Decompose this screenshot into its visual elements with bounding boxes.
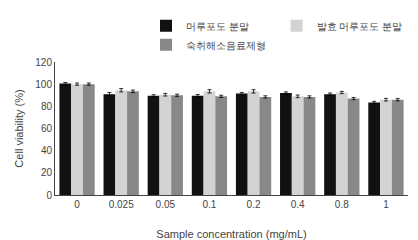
svg-text:0.025: 0.025 [109,199,134,210]
svg-text:100: 100 [35,79,52,90]
svg-text:1: 1 [383,199,389,210]
svg-text:0.05: 0.05 [156,199,176,210]
svg-text:20: 20 [41,167,53,178]
svg-text:0.4: 0.4 [291,199,305,210]
svg-text:80: 80 [41,101,53,112]
svg-text:Cell viability (%): Cell viability (%) [13,89,25,167]
svg-text:0.1: 0.1 [202,199,216,210]
svg-text:60: 60 [41,123,53,134]
svg-text:0: 0 [74,199,80,210]
svg-text:120: 120 [35,57,52,68]
svg-text:0.8: 0.8 [335,199,349,210]
svg-text:발효 머루포도 분말: 발효 머루포도 분말 [317,21,403,32]
svg-text:Sample concentration (mg/mL): Sample concentration (mg/mL) [156,228,306,240]
svg-text:40: 40 [41,145,53,156]
svg-text:0: 0 [46,190,52,201]
svg-text:머루포도 분말: 머루포도 분말 [186,21,249,32]
svg-text:숙취해소음료제형: 숙취해소음료제형 [186,40,266,51]
svg-text:0.2: 0.2 [247,199,261,210]
